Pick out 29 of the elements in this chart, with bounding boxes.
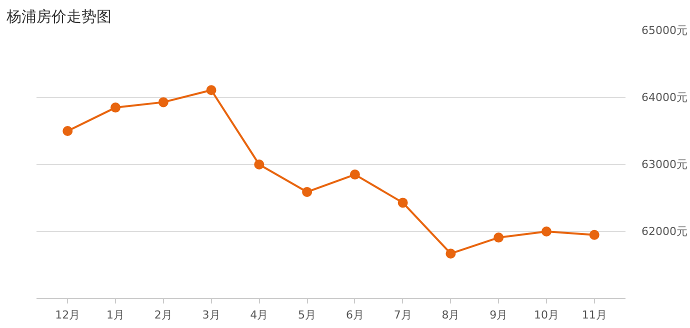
chart-title: 杨浦房价走势图: [6, 8, 112, 26]
point: [350, 170, 360, 180]
point: [62, 126, 73, 136]
y-tick-label: 62000元: [642, 225, 688, 238]
x-tick-label: 2月: [154, 308, 172, 322]
point: [254, 160, 264, 170]
point: [494, 232, 504, 243]
point: [302, 186, 312, 197]
x-tick-label: 4月: [250, 308, 268, 322]
x-tick-label: 12月: [55, 308, 80, 322]
x-tick-label: 8月: [442, 308, 460, 322]
x-tick-label: 5月: [298, 308, 316, 322]
y-tick-label: 65000元: [642, 24, 688, 37]
x-tick-label: 9月: [490, 308, 508, 322]
x-tick-label: 11月: [582, 308, 607, 322]
x-tick-label: 3月: [202, 308, 220, 322]
x-tick-label: 10月: [534, 308, 559, 322]
point: [158, 97, 168, 108]
x-tick-label: 6月: [346, 308, 364, 322]
point: [589, 230, 600, 240]
y-tick-label: 64000元: [642, 91, 688, 104]
point: [398, 198, 408, 208]
x-tick-label: 7月: [394, 308, 412, 322]
x-tick-label: 1月: [106, 308, 125, 322]
point: [110, 102, 121, 113]
point: [206, 85, 216, 96]
y-tick-label: 63000元: [642, 158, 688, 171]
point: [446, 248, 456, 259]
point: [541, 226, 552, 236]
